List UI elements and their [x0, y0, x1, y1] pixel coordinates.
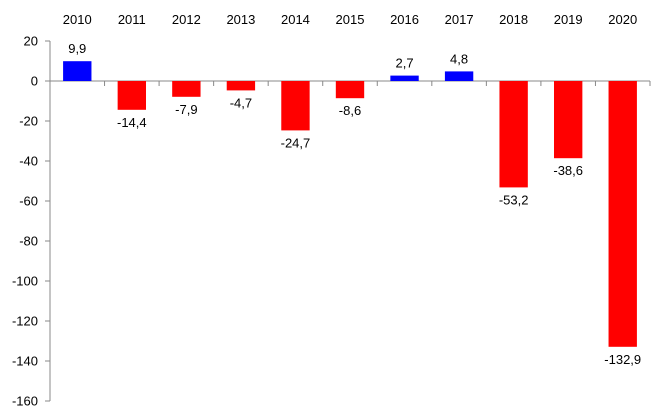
bar-2019 [554, 81, 583, 159]
data-label: -8,6 [339, 103, 361, 118]
data-label: -7,9 [175, 102, 197, 117]
data-label: 2,7 [396, 56, 414, 71]
category-label: 2019 [554, 12, 583, 27]
data-label: -38,6 [553, 163, 583, 178]
data-label: -14,4 [117, 115, 147, 130]
category-label: 2016 [390, 12, 419, 27]
category-label: 2020 [608, 12, 637, 27]
bar-2010 [63, 61, 92, 81]
y-tick-label: -60 [19, 194, 38, 209]
category-label: 2011 [118, 12, 146, 27]
category-label: 2012 [172, 12, 201, 27]
data-label: 4,8 [450, 51, 468, 66]
category-label: 2015 [336, 12, 365, 27]
y-tick-label: -120 [12, 314, 38, 329]
y-tick-label: -140 [12, 354, 38, 369]
y-tick-label: -160 [12, 394, 38, 409]
category-label: 2018 [499, 12, 528, 27]
bar-2016 [390, 75, 419, 81]
y-tick-label: 20 [24, 34, 38, 49]
data-label: -24,7 [281, 135, 311, 150]
labels: 20 0 -20 -40 -60 -80 -100 -120 -140 -160 2010 9,9 20… [12, 12, 641, 409]
bar-2013 [226, 81, 256, 91]
category-label: 2010 [63, 12, 92, 27]
bars [63, 61, 637, 347]
y-tick-label: 0 [31, 74, 38, 89]
bar-2017 [444, 71, 474, 81]
bar-2012 [172, 81, 201, 97]
bar-2014 [281, 81, 310, 131]
bar-2015 [335, 81, 365, 99]
y-tick-label: -20 [19, 114, 38, 129]
data-label: -4,7 [230, 95, 252, 110]
y-tick-label: -80 [19, 234, 38, 249]
data-label: 9,9 [68, 41, 86, 56]
category-label: 2017 [445, 12, 474, 27]
bar-2018 [499, 81, 528, 188]
data-label: -53,2 [499, 192, 529, 207]
y-tick-label: -100 [12, 274, 38, 289]
data-label: -132,9 [604, 352, 641, 367]
bar-2020 [608, 81, 637, 347]
category-label: 2014 [281, 12, 310, 27]
y-tick-label: -40 [19, 154, 38, 169]
category-label: 2013 [226, 12, 255, 27]
bar-2011 [117, 81, 146, 110]
